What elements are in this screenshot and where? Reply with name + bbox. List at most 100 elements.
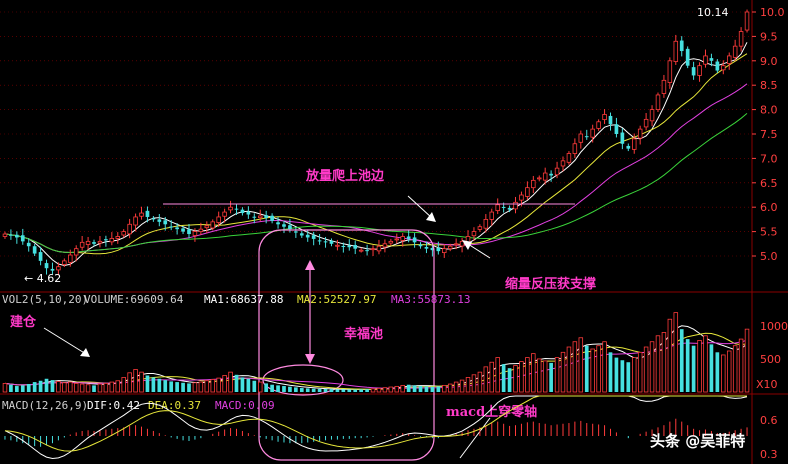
- volume-bar: [667, 318, 673, 393]
- volume-bar: [507, 368, 512, 392]
- volume-bar: [282, 386, 286, 392]
- volume-bar: [489, 361, 495, 393]
- candle-body: [282, 224, 286, 227]
- volume-bar: [109, 381, 115, 393]
- candle-body: [483, 218, 489, 229]
- candle-body: [489, 211, 495, 220]
- candle-body: [85, 240, 91, 245]
- volume-bar: [210, 379, 215, 393]
- candle-body: [246, 211, 251, 215]
- candle-body: [270, 215, 274, 221]
- volume-bar: [79, 383, 85, 393]
- moving-average-lines: [4, 42, 748, 267]
- candle-body: [222, 211, 227, 217]
- candle-body: [175, 227, 179, 230]
- volume-bar: [572, 341, 578, 393]
- candle-body: [109, 238, 115, 243]
- price-tick-label: 9.5: [760, 30, 778, 43]
- candle-body: [353, 245, 358, 249]
- candle-body: [471, 231, 477, 237]
- volume-bar: [97, 383, 103, 393]
- candle-body: [257, 215, 263, 219]
- macd-dea: DEA:0.37: [148, 399, 201, 412]
- volume-bar: [198, 381, 204, 393]
- candle-body: [590, 128, 595, 138]
- volume-bar: [459, 379, 465, 393]
- candle-body: [358, 249, 364, 252]
- volume-bar: [637, 351, 643, 393]
- candle-body: [566, 153, 572, 163]
- macd-axis: 0.6 0.3: [760, 414, 778, 461]
- volume-bar: [376, 387, 382, 393]
- volume-bar: [56, 381, 61, 393]
- candle-body: [376, 245, 382, 252]
- volume-bar: [542, 360, 548, 393]
- support-arrow: [467, 243, 491, 259]
- candle-body: [703, 55, 708, 65]
- candle-body: [216, 216, 221, 223]
- candle-body: [329, 240, 334, 244]
- low-price-label: ← 4.62: [24, 272, 61, 285]
- volume-bar: [115, 380, 121, 393]
- volume-bar: [382, 387, 388, 393]
- candle-body: [50, 268, 55, 271]
- macd-dif: DIF:0.42: [87, 399, 140, 412]
- macd-cross-arrow: [459, 417, 491, 459]
- volume-bar: [406, 384, 411, 392]
- candle-body: [169, 226, 174, 228]
- candle-body: [738, 31, 744, 47]
- candle-body: [424, 246, 429, 249]
- volume-bar: [649, 341, 655, 393]
- volume-bar: [365, 389, 369, 392]
- volume-bar: [465, 377, 471, 393]
- candle-body: [709, 58, 714, 61]
- candle-body: [9, 234, 13, 236]
- candle-body: [691, 67, 696, 76]
- volume-bar: [38, 380, 43, 392]
- candle-body: [685, 48, 690, 66]
- candle-body: [715, 61, 720, 71]
- candle-body: [697, 65, 702, 76]
- volume-bar: [590, 348, 595, 393]
- pool-depth-arrow-bottom: [305, 354, 315, 364]
- volume-bar: [620, 360, 625, 392]
- volume-bar: [311, 388, 316, 392]
- macd-series: [4, 395, 748, 460]
- pool-depth-arrow-top: [305, 260, 315, 270]
- volume-bar: [679, 329, 684, 392]
- volume-bar: [388, 386, 394, 393]
- price-tick-label: 6.0: [760, 201, 778, 214]
- volume-bar: [276, 385, 280, 392]
- candle-body: [127, 223, 132, 235]
- volume-bar: [246, 378, 251, 392]
- volume-bar: [726, 350, 732, 393]
- candle-body: [305, 234, 310, 238]
- candle-body: [97, 240, 103, 244]
- volume-bar: [626, 362, 631, 392]
- volume-bar: [721, 354, 726, 393]
- candle-body: [382, 243, 388, 248]
- volume-bar: [234, 374, 239, 392]
- candle-body: [412, 237, 417, 243]
- candle-body: [187, 229, 191, 235]
- volume-header: VOL2(5,10,20) VOLUME:69609.64 MA1:68637.…: [2, 293, 470, 306]
- volume-bar: [139, 371, 144, 393]
- volume-bar: [685, 339, 690, 392]
- volume-bar: [294, 387, 298, 392]
- volume-bar: [709, 344, 714, 392]
- volume-bar: [192, 382, 198, 393]
- candle-body: [477, 226, 483, 230]
- volume-bar: [596, 345, 601, 393]
- volume-bar: [537, 358, 542, 393]
- ma-line: [4, 42, 748, 267]
- volume-bar: [62, 382, 67, 393]
- volume-bar: [578, 337, 584, 393]
- candle-body: [400, 236, 405, 241]
- price-tick-label: 9.0: [760, 55, 778, 68]
- volume-bar: [9, 384, 13, 392]
- volume-ma1: MA1:68637.88: [204, 293, 283, 306]
- candle-body: [44, 263, 49, 269]
- candle-body: [56, 266, 61, 271]
- candle-body: [495, 204, 500, 212]
- volume-bar: [222, 375, 227, 393]
